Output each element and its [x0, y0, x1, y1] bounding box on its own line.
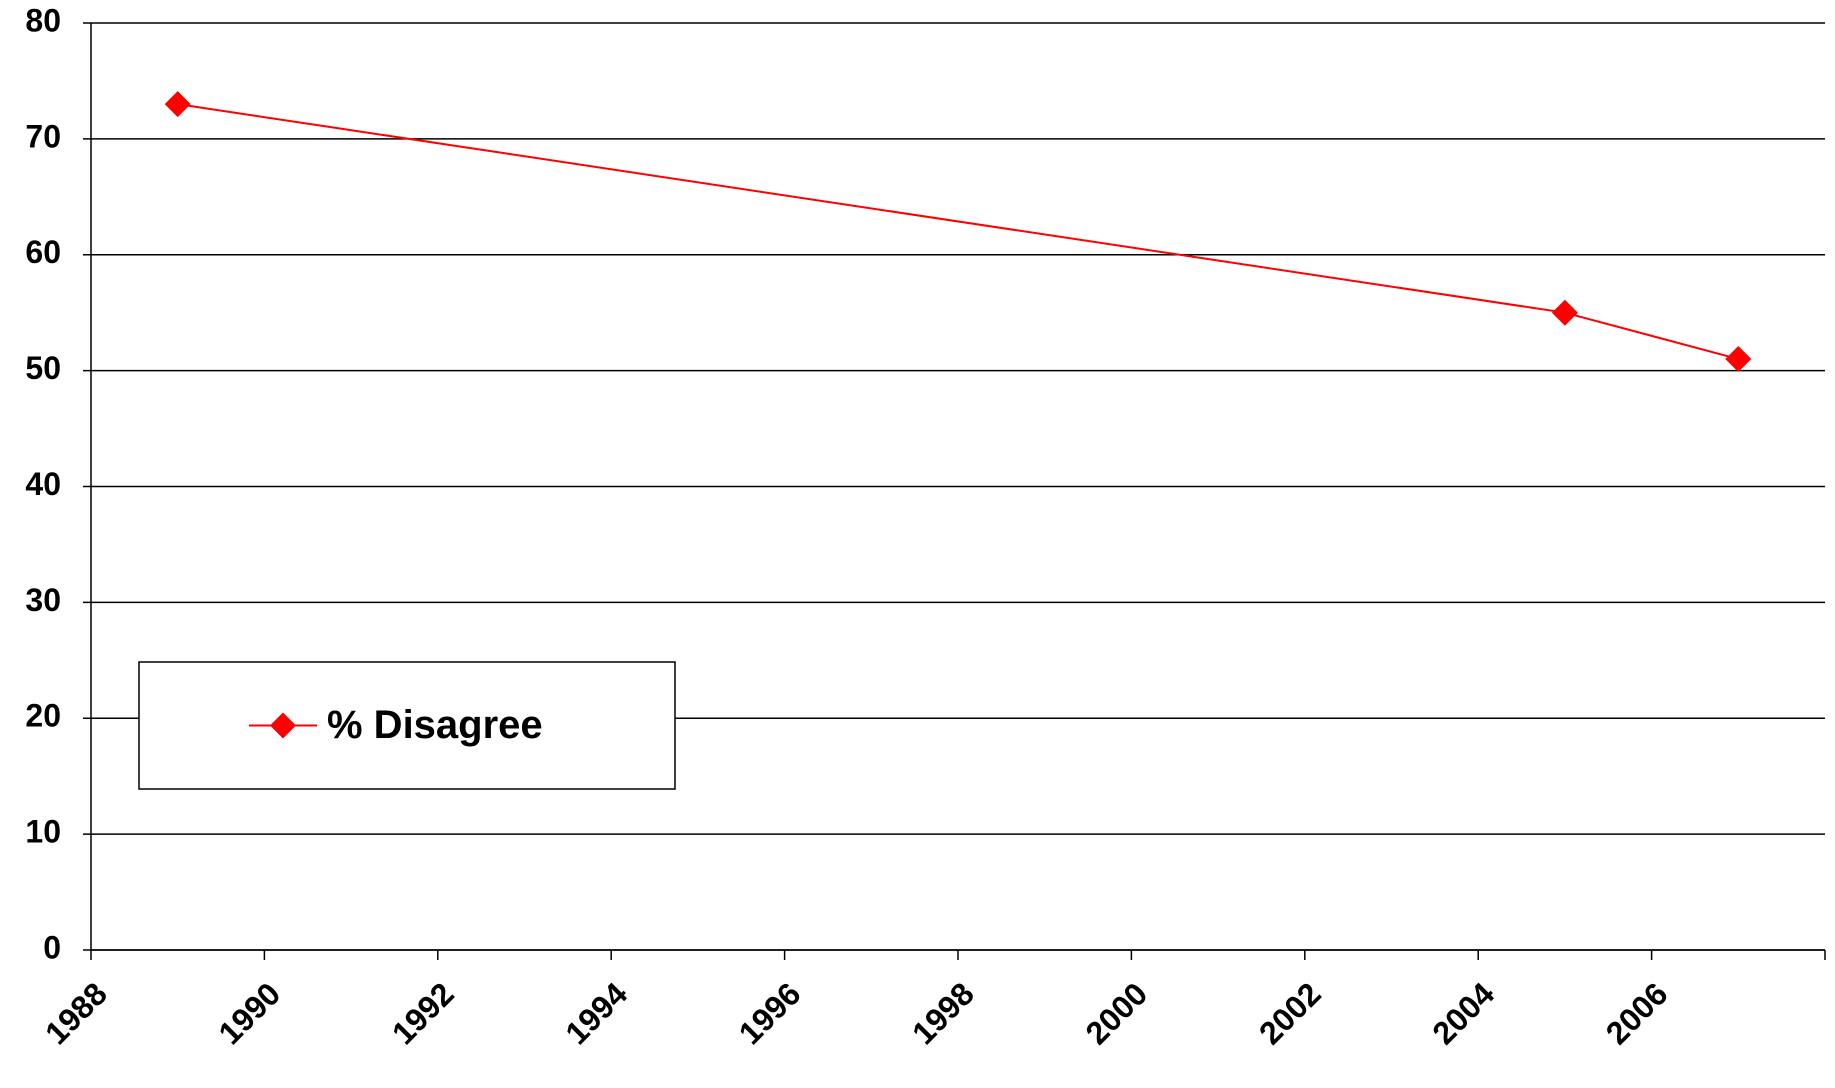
- x-tick-label: 1992: [385, 975, 461, 1051]
- x-tick-label: 1994: [558, 975, 634, 1051]
- y-tick-label: 20: [25, 698, 61, 734]
- y-tick-label: 10: [25, 814, 61, 850]
- y-tick-label: 80: [25, 2, 61, 38]
- x-tick-label: 2006: [1599, 975, 1675, 1051]
- y-tick-label: 70: [25, 118, 61, 154]
- y-tick-label: 0: [43, 929, 61, 965]
- legend-box: [138, 661, 676, 790]
- x-tick-label: 1990: [212, 975, 288, 1051]
- legend-marker: [270, 712, 296, 739]
- y-tick-label: 30: [25, 582, 61, 618]
- marker: [164, 91, 191, 118]
- y-tick-label: 50: [25, 350, 61, 386]
- x-tick-label: 1998: [905, 975, 981, 1051]
- x-tick-label: 1996: [732, 975, 808, 1051]
- x-tick-label: 2004: [1425, 975, 1501, 1051]
- x-tick-label: 2000: [1079, 975, 1155, 1051]
- y-tick-label: 40: [25, 466, 61, 502]
- marker: [1551, 299, 1578, 326]
- x-tick-label: 2002: [1252, 975, 1328, 1051]
- series-line: [177, 103, 1739, 361]
- marker: [1725, 346, 1752, 373]
- y-tick-label: 60: [25, 234, 61, 270]
- x-tick-label: 1988: [38, 975, 114, 1051]
- legend-label: % Disagree: [327, 703, 543, 747]
